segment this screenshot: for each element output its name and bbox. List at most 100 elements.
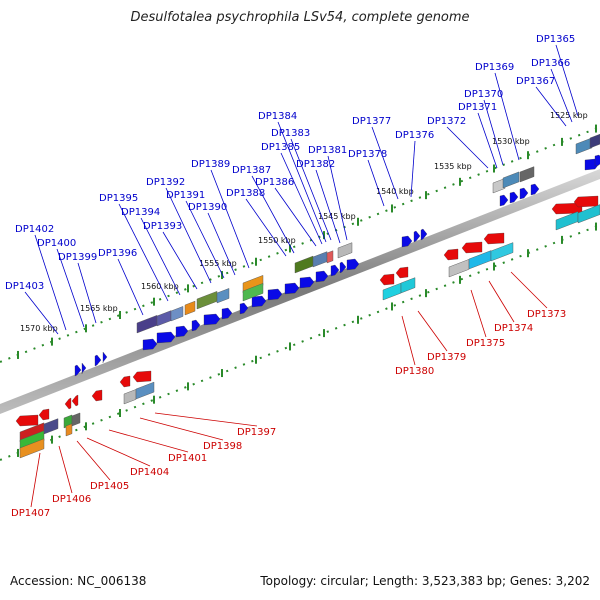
gene-block xyxy=(216,288,230,304)
gene-label-dp1384[interactable]: DP1384 xyxy=(258,111,297,122)
map-title: Desulfotalea psychrophila LSv54, complet… xyxy=(130,10,470,25)
forward-gene-arrow xyxy=(251,295,267,308)
forward-gene-arrow xyxy=(420,228,428,241)
gene-block xyxy=(502,171,520,189)
gene-label-dp1366[interactable]: DP1366 xyxy=(531,58,570,69)
gene-block xyxy=(170,306,184,322)
gene-label-dp1370[interactable]: DP1370 xyxy=(464,89,503,100)
forward-gene-arrow xyxy=(401,235,413,248)
leader-line xyxy=(401,315,416,366)
gene-label-dp1397[interactable]: DP1397 xyxy=(237,427,276,438)
gene-label-dp1381[interactable]: DP1381 xyxy=(308,145,347,156)
gene-label-dp1372[interactable]: DP1372 xyxy=(427,116,466,127)
gene-label-dp1401[interactable]: DP1401 xyxy=(168,453,207,464)
gene-label-dp1379[interactable]: DP1379 xyxy=(427,352,466,363)
leader-line xyxy=(277,121,327,243)
gene-label-dp1405[interactable]: DP1405 xyxy=(90,481,129,492)
leader-line xyxy=(274,187,317,247)
reverse-gene-arrow xyxy=(64,397,72,410)
gene-label-dp1367[interactable]: DP1367 xyxy=(516,76,555,87)
leader-line xyxy=(371,126,399,200)
gene-label-dp1403[interactable]: DP1403 xyxy=(5,281,44,292)
gene-label-dp1382[interactable]: DP1382 xyxy=(296,159,335,170)
forward-gene-arrow xyxy=(156,331,176,344)
gene-label-dp1376[interactable]: DP1376 xyxy=(395,130,434,141)
gene-label-dp1380[interactable]: DP1380 xyxy=(395,366,434,377)
gene-label-dp1365[interactable]: DP1365 xyxy=(536,34,575,45)
gene-label-dp1373[interactable]: DP1373 xyxy=(527,309,566,320)
scale-label: 1530 kbp xyxy=(492,137,530,146)
scale-label: 1560 kbp xyxy=(141,282,179,291)
gene-label-dp1402[interactable]: DP1402 xyxy=(15,224,54,235)
forward-gene-arrow xyxy=(346,258,360,271)
genome-summary-text: Topology: circular; Length: 3,523,383 bp… xyxy=(260,574,590,588)
leader-line xyxy=(86,437,151,467)
reverse-gene-arrow xyxy=(461,241,483,254)
forward-gene-arrow xyxy=(142,338,158,351)
gene-block xyxy=(71,412,81,427)
leader-line xyxy=(56,248,85,328)
gene-label-dp1393[interactable]: DP1393 xyxy=(143,221,182,232)
gene-label-dp1375[interactable]: DP1375 xyxy=(466,338,505,349)
gene-label-dp1369[interactable]: DP1369 xyxy=(475,62,514,73)
forward-gene-arrow xyxy=(284,282,300,295)
gene-label-dp1395[interactable]: DP1395 xyxy=(99,193,138,204)
reverse-gene-arrow xyxy=(91,389,103,402)
gene-label-dp1390[interactable]: DP1390 xyxy=(188,202,227,213)
leader-line xyxy=(185,200,225,279)
reverse-gene-arrow xyxy=(443,248,459,261)
leader-line xyxy=(154,412,258,427)
gene-label-dp1386[interactable]: DP1386 xyxy=(255,177,294,188)
gene-label-dp1396[interactable]: DP1396 xyxy=(98,248,137,259)
forward-gene-arrow xyxy=(239,302,249,315)
forward-gene-arrow xyxy=(299,276,315,289)
gene-label-dp1400[interactable]: DP1400 xyxy=(37,238,76,249)
reverse-gene-arrow xyxy=(119,375,131,388)
forward-gene-arrow xyxy=(221,307,233,320)
gene-label-dp1383[interactable]: DP1383 xyxy=(271,128,310,139)
gene-label-dp1399[interactable]: DP1399 xyxy=(58,252,97,263)
leader-line xyxy=(108,429,189,453)
reverse-gene-arrow xyxy=(38,408,50,421)
leader-line xyxy=(30,452,41,508)
reverse-gene-arrow xyxy=(573,195,599,208)
forward-gene-arrow xyxy=(530,183,540,196)
forward-gene-arrow xyxy=(267,288,283,301)
gene-label-dp1385[interactable]: DP1385 xyxy=(261,142,300,153)
gene-label-dp1406[interactable]: DP1406 xyxy=(52,494,91,505)
forward-gene-arrow xyxy=(330,264,340,277)
leader-line xyxy=(315,169,341,244)
gene-label-dp1388[interactable]: DP1388 xyxy=(226,188,265,199)
leader-line xyxy=(118,203,169,302)
major-ticks-bottom xyxy=(17,222,597,457)
gene-label-dp1404[interactable]: DP1404 xyxy=(130,467,169,478)
gene-label-dp1387[interactable]: DP1387 xyxy=(232,165,271,176)
gene-label-dp1398[interactable]: DP1398 xyxy=(203,441,242,452)
gene-label-dp1371[interactable]: DP1371 xyxy=(458,102,497,113)
leader-line xyxy=(327,155,348,241)
gene-label-dp1374[interactable]: DP1374 xyxy=(494,323,533,334)
leader-line xyxy=(555,44,579,117)
accession-text: Accession: NC_006138 xyxy=(10,574,147,588)
leader-line xyxy=(488,280,515,323)
gene-label-dp1407[interactable]: DP1407 xyxy=(11,508,50,519)
gene-label-dp1392[interactable]: DP1392 xyxy=(146,177,185,188)
gene-label-dp1391[interactable]: DP1391 xyxy=(166,190,205,201)
scale-label: 1565 kbp xyxy=(80,304,118,313)
gene-label-dp1389[interactable]: DP1389 xyxy=(191,159,230,170)
leader-line xyxy=(162,231,198,290)
leader-line xyxy=(24,291,59,335)
gene-block xyxy=(196,291,218,310)
gene-block xyxy=(326,250,334,264)
gene-label-dp1377[interactable]: DP1377 xyxy=(352,116,391,127)
leader-line xyxy=(165,187,212,284)
gene-label-dp1378[interactable]: DP1378 xyxy=(348,149,387,160)
gene-block xyxy=(589,133,600,149)
scale-label: 1545 kbp xyxy=(318,212,356,221)
gene-block xyxy=(468,250,492,270)
forward-gene-arrow xyxy=(499,194,509,207)
leader-lines xyxy=(24,44,579,508)
leader-line xyxy=(245,198,287,257)
gene-label-dp1394[interactable]: DP1394 xyxy=(121,207,160,218)
